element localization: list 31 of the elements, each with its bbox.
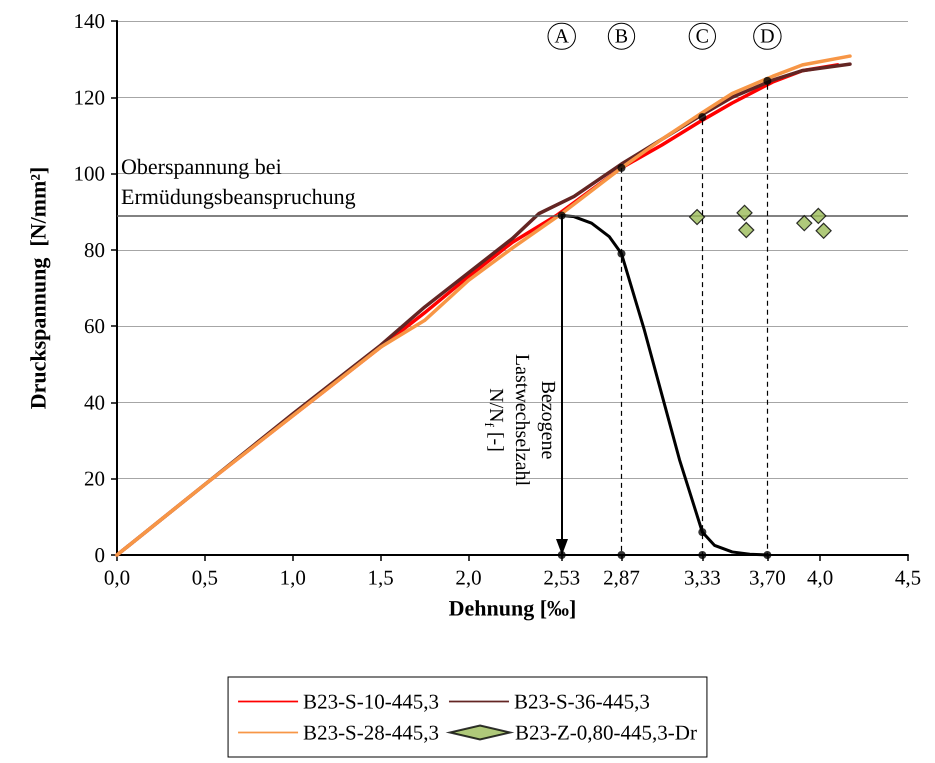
legend-label: B23-S-28-445,3 [303, 720, 439, 744]
x-tick-label: 1,0 [280, 566, 306, 590]
x-tick-label: 2,53 [543, 566, 580, 590]
y-tick-label: 80 [84, 238, 105, 262]
x-tick-label: 4,5 [894, 566, 922, 590]
x-axis-title: Dehnung [‰] [448, 596, 576, 620]
annotation: Bezogene Lastwechselzahl N/Nf [-] [482, 354, 559, 487]
legend-label: B23-S-36-445,3 [514, 690, 650, 714]
y-tick-label: 60 [84, 314, 105, 338]
annotation: B [614, 25, 628, 48]
annotation: C [696, 25, 710, 48]
x-tick-label: 0,5 [192, 566, 218, 590]
x-tick-label: 4,0 [806, 566, 834, 590]
y-tick-label: 40 [84, 390, 105, 414]
y-tick-label: 120 [74, 85, 105, 110]
x-tick-label: 0,0 [104, 566, 130, 590]
legend-label: B23-S-10-445,3 [303, 690, 439, 714]
x-tick-label: 3,33 [684, 566, 721, 590]
x-tick-label: 2,0 [455, 566, 482, 590]
y-tick-label: 140 [74, 9, 105, 33]
annotation: D [760, 25, 775, 48]
y-axis-title: Druckspannung [N/mm²] [26, 166, 50, 410]
x-tick-label: 1,5 [368, 566, 394, 590]
y-tick-label: 20 [84, 466, 105, 491]
annotation: A [554, 25, 570, 48]
x-tick-label: 3,70 [749, 566, 786, 590]
ref-line-label: Oberspannung bei Ermüdungsbeanspruchung [121, 154, 356, 210]
x-tick-label: 2,87 [603, 566, 640, 590]
legend-label: B23-Z-0,80-445,3-Dr [514, 720, 697, 744]
y-tick-label: 0 [94, 543, 105, 567]
y-tick-label: 100 [74, 162, 105, 186]
